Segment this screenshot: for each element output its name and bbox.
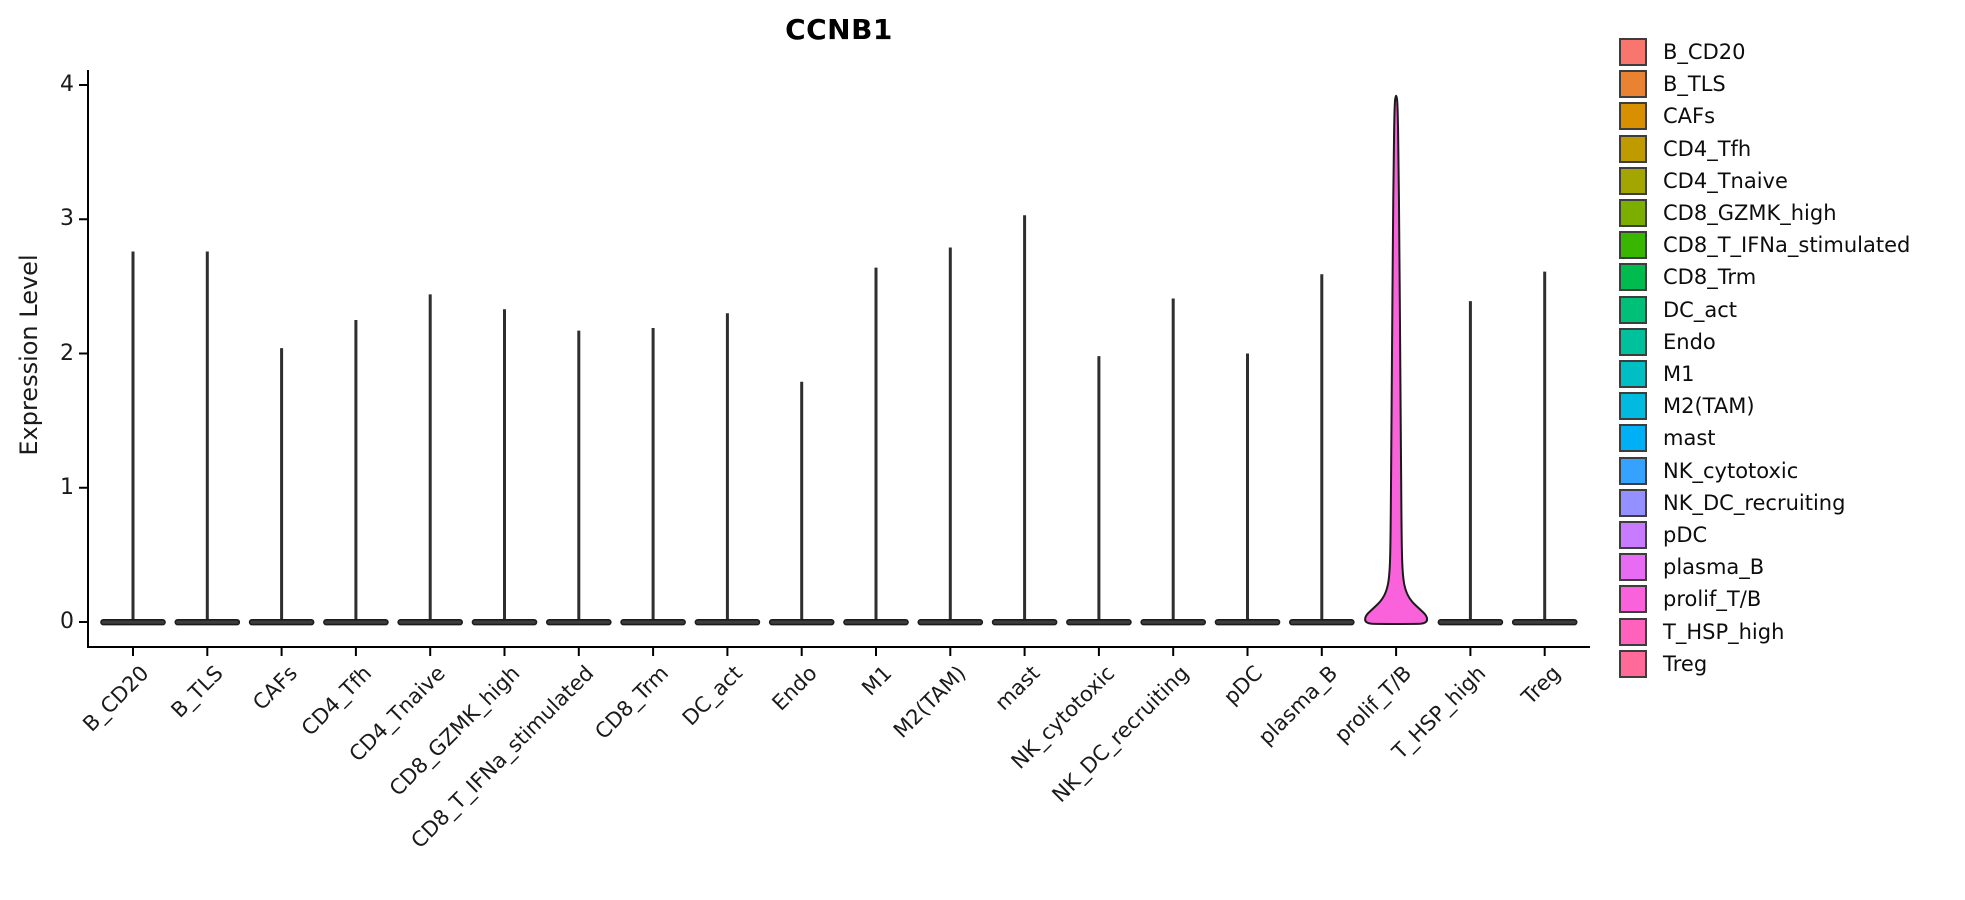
legend-item: DC_act (1619, 295, 1737, 324)
legend-item-label: pDC (1663, 523, 1708, 547)
legend-item: M2(TAM) (1619, 392, 1755, 421)
legend-item: CD8_Trm (1619, 263, 1757, 292)
legend-item-label: CD4_Tnaive (1663, 168, 1788, 193)
legend-item: plasma_B (1619, 553, 1765, 582)
legend-color-swatch (1619, 617, 1647, 646)
legend-item-label: NK_cytotoxic (1663, 458, 1799, 483)
violin-base (323, 618, 389, 626)
legend-color-swatch (1619, 199, 1647, 227)
legend-color-swatch (1619, 521, 1647, 549)
violin-base (1214, 618, 1281, 626)
legend-color-swatch (1619, 456, 1647, 485)
violin-base (1140, 618, 1206, 626)
legend-item-label: CD8_GZMK_high (1663, 201, 1837, 225)
legend-color-swatch (1619, 553, 1647, 582)
violin-base (1289, 618, 1355, 626)
legend-color-swatch (1619, 424, 1647, 453)
violin-base (768, 618, 835, 626)
legend-color-swatch (1619, 488, 1647, 517)
legend-color-swatch (1619, 38, 1647, 66)
legend-item-label: plasma_B (1663, 555, 1765, 580)
legend-item-label: NK_DC_recruiting (1663, 490, 1846, 515)
legend-item-label: B_CD20 (1663, 40, 1746, 64)
y-tick-label: 3 (60, 206, 74, 232)
violin-base (471, 618, 538, 626)
legend-item-label: B_TLS (1663, 72, 1726, 97)
legend-item-label: prolif_T/B (1663, 587, 1762, 612)
legend-item: Endo (1619, 327, 1716, 356)
legend-item-label: CD8_Trm (1663, 265, 1757, 290)
violin-base (397, 618, 464, 626)
legend-color-swatch (1619, 134, 1647, 163)
legend-color-swatch (1619, 102, 1647, 131)
legend-item: CD8_GZMK_high (1619, 199, 1837, 227)
legend-color-swatch (1619, 295, 1647, 324)
violin-base (1066, 618, 1132, 626)
y-tick-label: 4 (60, 72, 74, 97)
legend-item: NK_DC_recruiting (1619, 488, 1846, 517)
y-tick-label: 2 (60, 340, 74, 366)
violin-base (843, 618, 909, 626)
legend-item: Treg (1619, 649, 1708, 678)
legend-color-swatch (1619, 649, 1647, 678)
page-title: CCNB1 (785, 13, 893, 46)
legend-item: NK_cytotoxic (1619, 456, 1799, 485)
violin-base (100, 618, 166, 626)
violin-highlight (1364, 94, 1429, 626)
legend-item: T_HSP_high (1619, 617, 1785, 646)
legend-item-label: Endo (1663, 329, 1716, 354)
legend-item: B_TLS (1619, 70, 1726, 99)
violin-base (248, 618, 315, 626)
legend-item-label: CD8_T_IFNa_stimulated (1663, 233, 1911, 258)
violin-base (991, 618, 1058, 626)
violin-base (620, 618, 686, 626)
legend-color-swatch (1619, 360, 1647, 388)
legend-item: CAFs (1619, 102, 1716, 131)
legend-item: CD4_Tfh (1619, 134, 1752, 163)
legend-item-label: T_HSP_high (1663, 619, 1785, 644)
legend-item-label: CAFs (1663, 104, 1716, 129)
legend-color-swatch (1619, 70, 1647, 99)
legend-item: CD8_T_IFNa_stimulated (1619, 231, 1911, 260)
violin-base (917, 618, 984, 626)
legend-color-swatch (1619, 231, 1647, 260)
y-tick-label: 1 (60, 474, 74, 500)
legend-item-label: DC_act (1663, 297, 1737, 322)
violin-base (694, 618, 761, 626)
violin-base (1511, 618, 1578, 626)
legend-color-swatch (1619, 585, 1647, 614)
legend-item-label: Treg (1663, 651, 1708, 676)
violin-base (545, 618, 612, 626)
legend-item-label: M2(TAM) (1663, 394, 1755, 419)
legend-item: B_CD20 (1619, 38, 1745, 66)
legend-color-swatch (1619, 263, 1647, 292)
legend-item-label: mast (1663, 426, 1716, 451)
legend-item-label: M1 (1663, 362, 1695, 386)
legend-item-label: CD4_Tfh (1663, 136, 1752, 161)
legend-item: M1 (1619, 360, 1694, 388)
legend-color-swatch (1619, 392, 1647, 421)
legend-color-swatch (1619, 327, 1647, 356)
violin-base (1437, 618, 1504, 626)
legend-item: pDC (1619, 521, 1707, 549)
legend-item: prolif_T/B (1619, 585, 1762, 614)
legend-item: CD4_Tnaive (1619, 166, 1788, 195)
y-tick-label: 0 (60, 609, 74, 634)
legend-color-swatch (1619, 166, 1647, 195)
legend-item: mast (1619, 424, 1716, 453)
violin-base (174, 618, 241, 626)
